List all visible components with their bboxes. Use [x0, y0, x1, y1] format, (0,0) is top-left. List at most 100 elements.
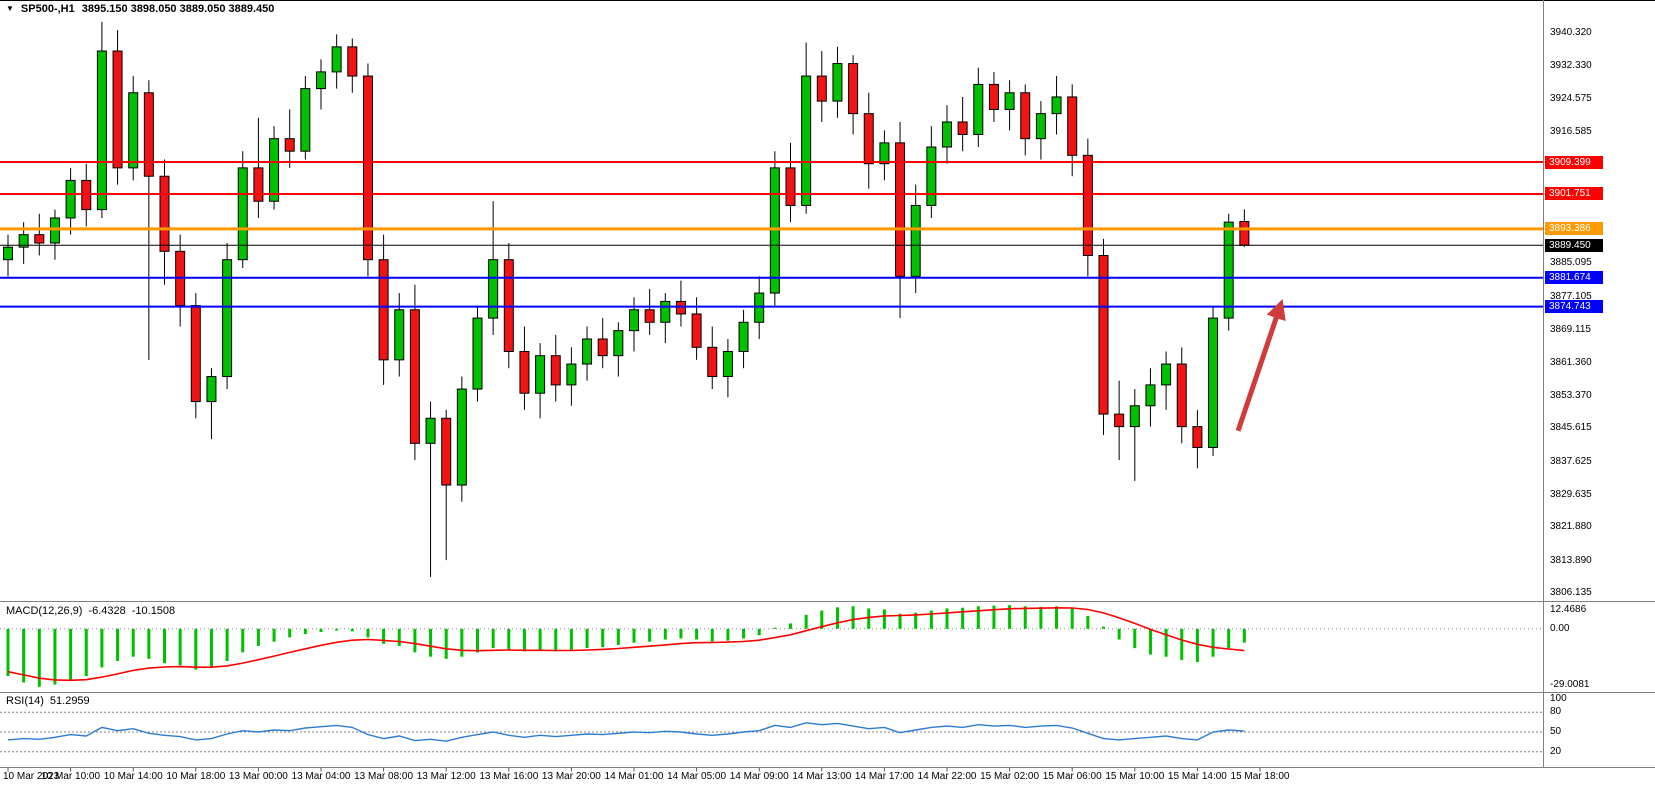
candle-body-bull: [801, 75, 812, 206]
macd-bar: [163, 628, 166, 664]
macd-bar: [1039, 606, 1043, 629]
candle-body-bear: [143, 92, 154, 177]
candle-body-bull: [566, 363, 577, 386]
candle-body-bull: [1161, 363, 1172, 386]
candle: [691, 297, 702, 360]
candle: [722, 338, 733, 398]
price-tick-label: 3821.880: [1550, 521, 1592, 533]
candle: [472, 305, 483, 402]
macd-value: -6.4328: [88, 605, 126, 617]
candle-body-bull: [3, 246, 13, 261]
macd-bar: [757, 628, 761, 636]
candle: [394, 293, 405, 377]
macd-bar: [6, 628, 10, 677]
candle: [1082, 138, 1093, 277]
candle: [316, 59, 326, 110]
price-tick-label: 3861.360: [1550, 356, 1592, 368]
candle-body-bull: [832, 63, 843, 102]
time-tick-label: 14 Mar 05:00: [667, 771, 727, 782]
candle: [582, 326, 593, 381]
candle-body-bear: [1067, 96, 1078, 156]
candle-body-bear: [1192, 426, 1203, 448]
macd-bar: [350, 628, 354, 632]
candle-body-bear: [1176, 363, 1187, 428]
candle: [832, 46, 843, 118]
macd-bar: [429, 628, 433, 657]
macd-bar: [882, 609, 886, 629]
macd-bar: [742, 628, 746, 639]
candle-body-bear: [597, 338, 608, 357]
price-tick-label: 3940.320: [1550, 27, 1592, 38]
macd-bar: [726, 628, 730, 641]
price-axis[interactable]: 3940.320 3932.330 3924.575 3916.585 3885.095…: [1544, 0, 1654, 767]
candle-body-bull: [660, 300, 671, 323]
price-level-badge: 3889.450: [1545, 238, 1603, 252]
candle: [926, 126, 937, 218]
macd-bar: [147, 628, 151, 659]
macd-bar: [53, 628, 57, 685]
price-tick-label: 3885.095: [1550, 257, 1592, 269]
macd-bar: [945, 608, 949, 629]
candle-body-bear: [253, 167, 264, 202]
symbol-dropdown-icon[interactable]: ▼: [6, 4, 14, 13]
candle-body-bull: [1145, 384, 1156, 407]
macd-bar: [491, 628, 495, 649]
candle: [535, 343, 546, 419]
candle-body-bull: [910, 204, 921, 277]
candle: [269, 126, 280, 210]
candle-body-bull: [1208, 317, 1219, 448]
price-tick-label: 3877.105: [1550, 290, 1592, 302]
candle: [629, 297, 639, 352]
candle: [1114, 380, 1125, 461]
candle: [441, 409, 452, 561]
time-tick-label: 10 Mar 18:00: [166, 771, 226, 782]
macd-bar: [303, 628, 307, 635]
macd-bar: [773, 627, 777, 629]
candle: [848, 55, 859, 135]
time-tick-label: 13 Mar 12:00: [416, 771, 476, 782]
ohlc-readout: 3895.150 3898.050 3889.050 3889.450: [81, 3, 275, 15]
time-axis[interactable]: 10 Mar 2023 10 Mar 10:00 10 Mar 14:00 10 Ma…: [0, 768, 1655, 786]
time-tick-label: 13 Mar 16:00: [479, 771, 539, 782]
time-tick-label: 15 Mar 14:00: [1167, 771, 1227, 782]
candle: [1208, 305, 1219, 456]
macd-indicator-label: MACD(12,26,9) -6.4328 -10.1508: [6, 605, 175, 617]
candle: [801, 42, 812, 214]
candle: [910, 184, 921, 294]
candle-body-bear: [691, 313, 702, 348]
candle: [707, 326, 718, 390]
candle: [237, 151, 248, 269]
macd-bar: [663, 628, 667, 640]
candle-body-bull: [472, 317, 483, 390]
macd-bar: [601, 628, 605, 648]
candle-body-bear: [190, 305, 201, 403]
candle-body-bear: [441, 417, 452, 486]
candle: [863, 92, 874, 189]
candles: [3, 21, 1250, 577]
price-tick-label: 3924.575: [1550, 92, 1592, 104]
candle-body-bear: [112, 50, 123, 169]
macd-bar: [538, 628, 542, 651]
macd-bar: [914, 612, 918, 629]
rsi-axis-label: 20: [1550, 745, 1562, 757]
macd-bar: [319, 628, 323, 633]
candle: [1223, 213, 1234, 331]
time-tick-label: 14 Mar 17:00: [854, 771, 914, 782]
macd-bar: [1195, 628, 1199, 663]
up-trend-arrow[interactable]: [1235, 298, 1286, 432]
price-level-badge: 3874.743: [1545, 300, 1603, 314]
candle-body-bull: [394, 309, 405, 361]
candle: [1051, 76, 1062, 135]
price-tick-label: 3845.615: [1550, 422, 1592, 434]
candle: [65, 167, 76, 235]
candle: [347, 38, 358, 93]
price-tick-label: 3813.890: [1550, 554, 1592, 566]
macd-bar: [209, 628, 213, 668]
macd-bar: [1242, 628, 1246, 643]
candle: [1129, 389, 1140, 481]
time-tick-label: 10 Mar 2023: [3, 771, 60, 782]
candle-body-bear: [1098, 255, 1109, 415]
macd-bar: [1055, 606, 1059, 629]
candle: [488, 201, 499, 335]
